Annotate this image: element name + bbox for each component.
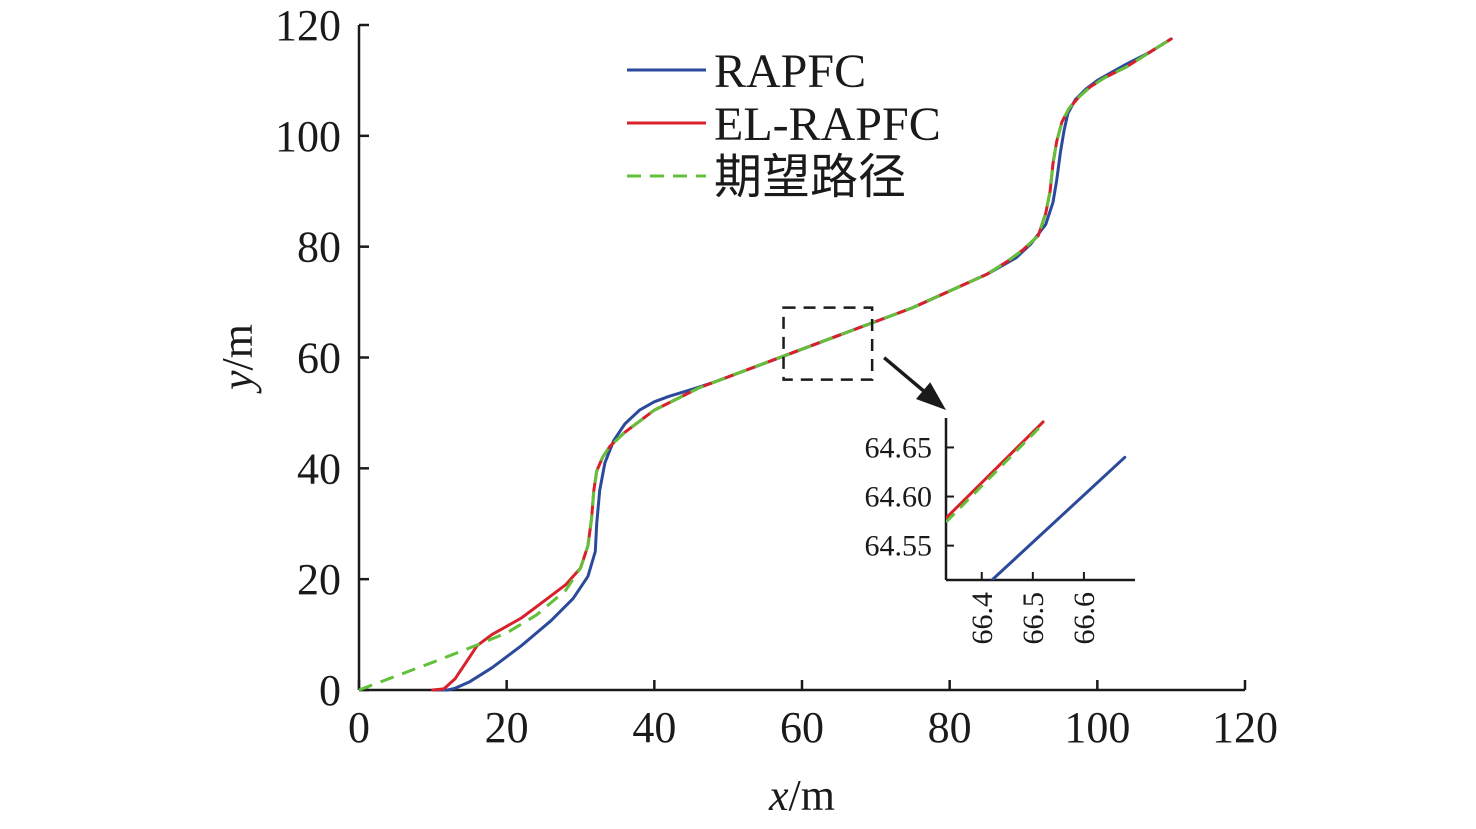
x-axis-label: x/m xyxy=(768,771,835,820)
series-line-期望路径 xyxy=(358,37,1172,692)
zoom-box xyxy=(782,306,874,381)
legend-label: EL-RAPFC xyxy=(714,98,941,151)
inset-y-tick-label: 64.60 xyxy=(865,481,933,514)
inset-x-tick-label: 66.6 xyxy=(1068,592,1101,645)
inset-x-tick-label: 66.5 xyxy=(1017,592,1050,645)
inset-series-line-EL-RAPFC xyxy=(946,420,1045,520)
x-tick-label: 120 xyxy=(1212,703,1278,752)
x-tick-label: 0 xyxy=(348,703,370,752)
inset-series-line-RAPFC xyxy=(990,455,1127,580)
y-tick-label: 80 xyxy=(297,223,341,272)
x-axis-var: x xyxy=(768,771,789,820)
y-axis-unit: /m xyxy=(213,324,262,370)
x-tick-label: 40 xyxy=(632,703,676,752)
x-tick-label: 60 xyxy=(780,703,824,752)
y-tick-label: 60 xyxy=(297,334,341,383)
y-tick-label: 20 xyxy=(297,555,341,604)
inset-x-tick-label: 66.4 xyxy=(966,592,999,645)
y-tick-label: 40 xyxy=(297,444,341,493)
legend-label: RAPFC xyxy=(714,45,866,98)
inset-series-line-期望路径 xyxy=(946,422,1045,524)
y-axis-label: y/m xyxy=(213,324,262,394)
x-tick-label: 20 xyxy=(485,703,529,752)
inset-plot: 66.4 66.5 66.6 64.55 64.60 64.65 xyxy=(865,418,1135,645)
x-tick-label: 80 xyxy=(928,703,972,752)
legend-label: 期望路径 xyxy=(714,151,906,204)
y-tick-label: 0 xyxy=(319,666,341,715)
x-tick-label: 100 xyxy=(1064,703,1130,752)
y-tick-label: 120 xyxy=(275,1,341,50)
inset-y-tick-label: 64.65 xyxy=(865,431,933,464)
zoom-arrow-head xyxy=(915,382,946,410)
y-axis-var: y xyxy=(213,370,262,394)
inset-y-tick-label: 64.55 xyxy=(865,530,933,563)
y-tick-label: 100 xyxy=(275,112,341,161)
x-axis-unit: /m xyxy=(789,771,835,820)
